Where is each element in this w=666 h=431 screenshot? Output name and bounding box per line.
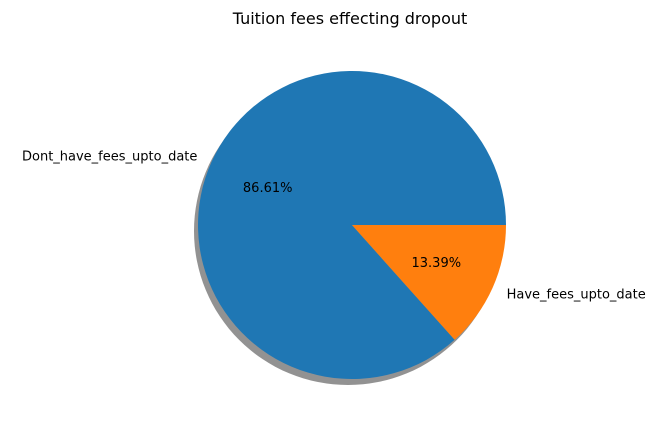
pie-labels: 86.61% Dont_have_fees_upto_date 13.39% Have… bbox=[22, 149, 646, 302]
pie-percent-label-1: 86.61% bbox=[243, 181, 293, 196]
pie-slice-2 bbox=[352, 225, 506, 340]
pie-category-label-1: Dont_have_fees_upto_date bbox=[22, 149, 197, 164]
chart-title: Tuition fees effecting dropout bbox=[232, 9, 468, 28]
pie-percent-label-2: 13.39% bbox=[412, 256, 462, 271]
pie-category-label-2: Have_fees_upto_date bbox=[507, 288, 646, 303]
pie-slice-1 bbox=[198, 71, 507, 380]
pie-slices bbox=[198, 71, 507, 380]
